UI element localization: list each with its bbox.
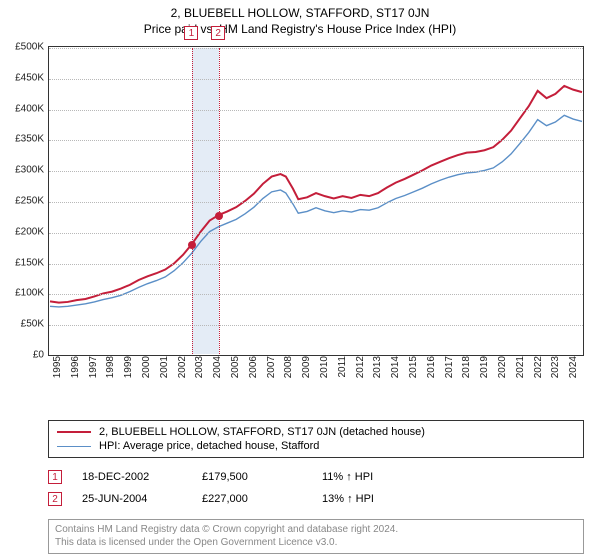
y-axis-label: £200K <box>0 226 44 237</box>
y-axis-label: £450K <box>0 72 44 83</box>
y-axis-label: £350K <box>0 134 44 145</box>
event-price: £179,500 <box>202 471 322 483</box>
grid-line <box>49 202 583 203</box>
grid-line <box>49 110 583 111</box>
y-axis-label: £250K <box>0 196 44 207</box>
event-marker: 2 <box>48 492 62 506</box>
event-vline <box>192 48 193 354</box>
chart-title: 2, BLUEBELL HOLLOW, STAFFORD, ST17 0JN <box>0 0 600 20</box>
grid-line <box>49 264 583 265</box>
event-delta: 13% ↑ HPI <box>322 493 442 505</box>
event-top-marker: 2 <box>211 26 225 40</box>
event-delta: 11% ↑ HPI <box>322 471 442 483</box>
legend-label: HPI: Average price, detached house, Staf… <box>99 440 319 452</box>
chart-subtitle: Price paid vs. HM Land Registry's House … <box>0 20 600 38</box>
chart-container: 2, BLUEBELL HOLLOW, STAFFORD, ST17 0JN P… <box>0 0 600 560</box>
y-axis-label: £0 <box>0 350 44 361</box>
y-axis-label: £100K <box>0 288 44 299</box>
grid-line <box>49 171 583 172</box>
legend-label: 2, BLUEBELL HOLLOW, STAFFORD, ST17 0JN (… <box>99 426 425 438</box>
legend-swatch <box>57 446 91 447</box>
series-property <box>50 86 582 303</box>
grid-line <box>49 294 583 295</box>
event-table: 1 18-DEC-2002 £179,500 11% ↑ HPI 2 25-JU… <box>48 462 584 510</box>
grid-line <box>49 79 583 80</box>
legend-swatch <box>57 431 91 433</box>
legend-item: HPI: Average price, detached house, Staf… <box>57 439 575 453</box>
grid-line <box>49 233 583 234</box>
grid-line <box>49 140 583 141</box>
footer-attribution: Contains HM Land Registry data © Crown c… <box>48 519 584 554</box>
y-axis-label: £500K <box>0 42 44 53</box>
legend-item: 2, BLUEBELL HOLLOW, STAFFORD, ST17 0JN (… <box>57 425 575 439</box>
event-dot <box>215 212 223 220</box>
event-row: 1 18-DEC-2002 £179,500 11% ↑ HPI <box>48 466 584 488</box>
event-marker: 1 <box>48 470 62 484</box>
grid-line <box>49 325 583 326</box>
grid-line <box>49 48 583 49</box>
event-date: 25-JUN-2004 <box>82 493 202 505</box>
y-axis-label: £300K <box>0 165 44 176</box>
event-price: £227,000 <box>202 493 322 505</box>
event-row: 2 25-JUN-2004 £227,000 13% ↑ HPI <box>48 488 584 510</box>
y-axis-label: £150K <box>0 257 44 268</box>
plot-region <box>48 46 584 356</box>
y-axis-label: £50K <box>0 319 44 330</box>
event-vline <box>219 48 220 354</box>
footer-line: This data is licensed under the Open Gov… <box>55 537 577 550</box>
event-top-marker: 1 <box>184 26 198 40</box>
legend: 2, BLUEBELL HOLLOW, STAFFORD, ST17 0JN (… <box>48 420 584 458</box>
chart-area: £0£50K£100K£150K£200K£250K£300K£350K£400… <box>48 46 584 376</box>
series-hpi <box>50 115 582 307</box>
event-date: 18-DEC-2002 <box>82 471 202 483</box>
line-series-svg <box>49 47 583 355</box>
footer-line: Contains HM Land Registry data © Crown c… <box>55 524 577 537</box>
event-dot <box>188 241 196 249</box>
y-axis-label: £400K <box>0 103 44 114</box>
